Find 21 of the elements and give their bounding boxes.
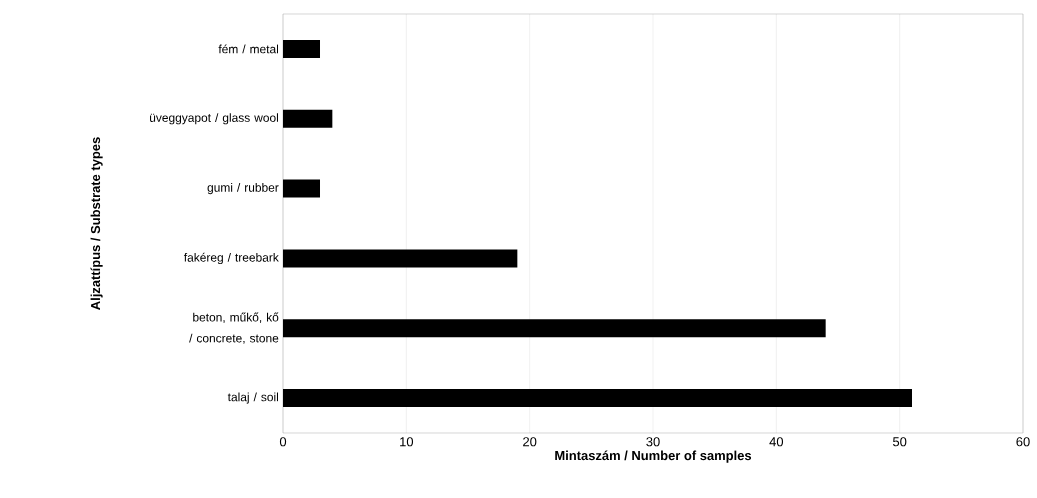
- bar: [283, 179, 321, 198]
- y-tick-label: üveggyapot / glass wool: [150, 113, 278, 125]
- y-tick-label: fakéreg / treebark: [183, 252, 279, 265]
- y-tick-label: beton, műkő, kő / concrete, stone: [189, 312, 279, 344]
- y-tick-label: talaj / soil: [227, 392, 279, 404]
- bar: [283, 389, 912, 408]
- bar: [283, 249, 518, 268]
- y-axis-title: Aljzattípus / Substrate types: [90, 137, 103, 310]
- bar: [283, 319, 826, 338]
- y-tick-label: fém / metal: [218, 44, 279, 54]
- bar: [283, 109, 333, 128]
- x-tick-label: 40: [769, 437, 784, 447]
- x-tick-label: 50: [892, 437, 907, 447]
- x-axis-title: Mintaszám / Number of samples: [555, 450, 752, 463]
- x-tick-label: 0: [279, 437, 287, 447]
- x-tick-label: 10: [400, 437, 414, 447]
- x-tick-label: 60: [1016, 437, 1030, 447]
- x-tick-label: 30: [646, 437, 660, 447]
- x-tick-label: 20: [523, 437, 537, 447]
- bar: [283, 39, 321, 58]
- y-tick-label: gumi / rubber: [207, 183, 279, 195]
